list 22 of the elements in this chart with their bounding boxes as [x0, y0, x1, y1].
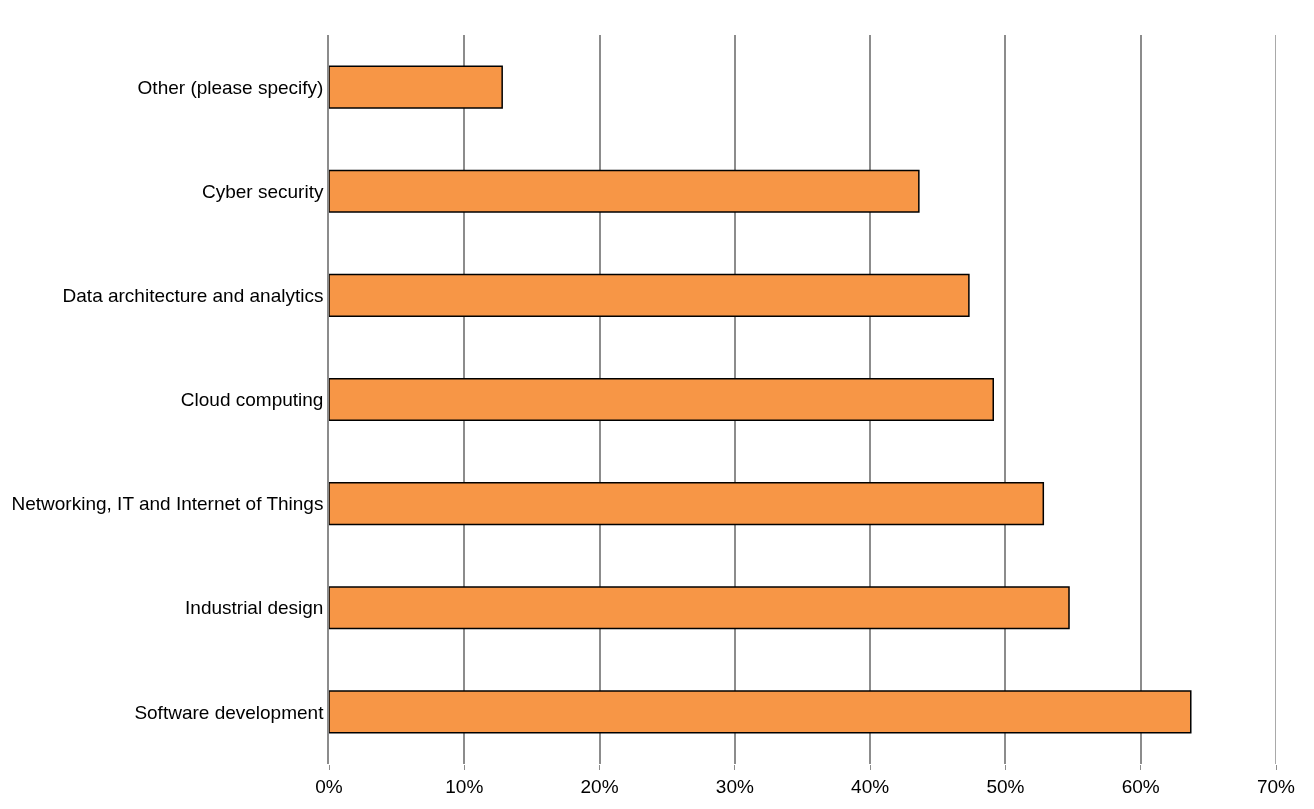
x-tick-label: 70%: [1256, 775, 1296, 797]
bar: [329, 690, 1192, 734]
y-tick-label: Other (please specify): [137, 76, 324, 98]
x-tick-label: 40%: [851, 775, 890, 797]
x-tick-label: 50%: [986, 775, 1025, 797]
y-tick-label: Cloud computing: [180, 389, 324, 411]
bar: [329, 65, 503, 109]
x-tick-label: 30%: [715, 775, 754, 797]
x-tick-label: 10%: [445, 775, 484, 797]
y-tick-label: Industrial design: [185, 597, 324, 619]
bar: [329, 482, 1045, 526]
y-tick-label: Data architecture and analytics: [62, 285, 324, 307]
y-tick-label: Networking, IT and Internet of Things: [11, 493, 324, 515]
x-tick-label: 20%: [580, 775, 619, 797]
x-tick-label: 0%: [315, 775, 343, 797]
x-tick-label: 60%: [1121, 775, 1160, 797]
bar: [329, 586, 1070, 630]
y-tick-label: Software development: [134, 701, 325, 723]
bar: [329, 273, 970, 317]
y-tick-label: Cyber security: [202, 180, 324, 202]
bar: [329, 169, 920, 213]
bar: [329, 377, 994, 422]
